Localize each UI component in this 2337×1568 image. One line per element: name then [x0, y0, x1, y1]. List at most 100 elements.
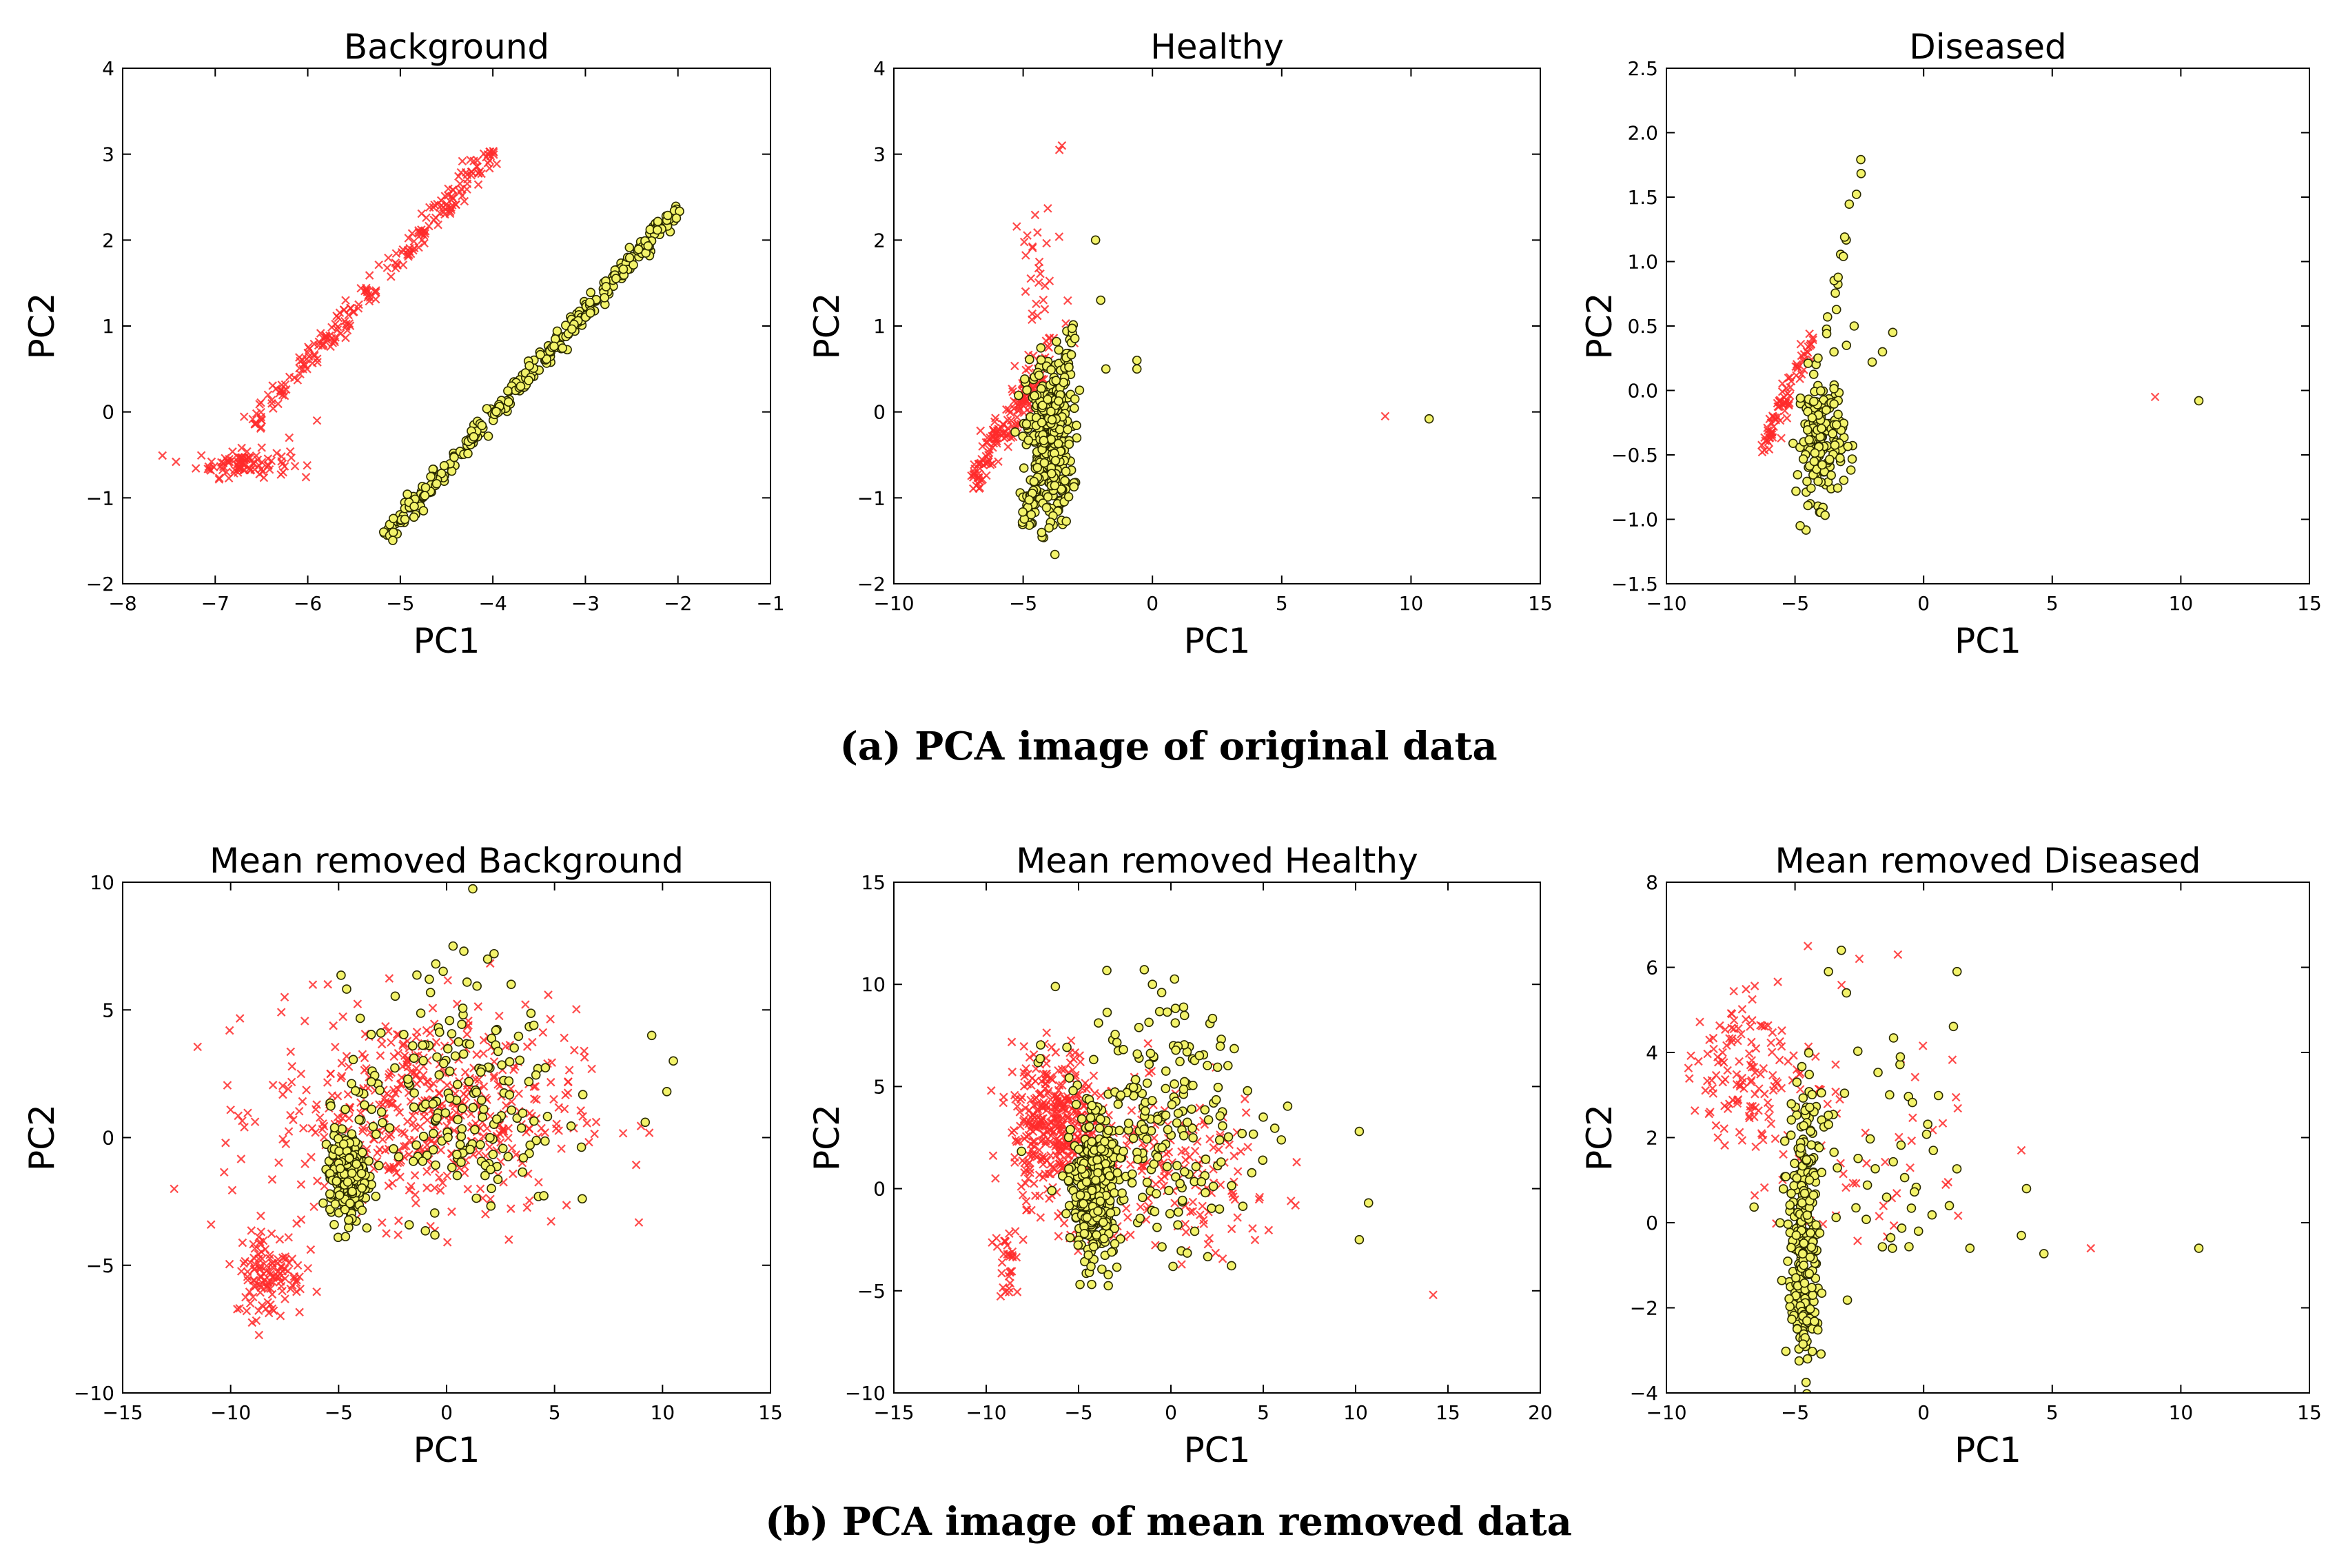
point-circle-marker [1073, 1240, 1083, 1250]
point-x-marker [1019, 1117, 1028, 1126]
y-tick-label: −10 [74, 1382, 114, 1405]
point-x-marker [303, 460, 312, 470]
point-circle-marker [1190, 1226, 1200, 1236]
point-x-marker [267, 1175, 277, 1184]
x-tick-label: −2 [664, 592, 692, 615]
point-x-marker [243, 1276, 252, 1285]
point-circle-marker [483, 431, 493, 441]
point-x-marker [411, 1063, 421, 1073]
x-tick-label: −15 [873, 1401, 914, 1424]
point-circle-marker [1896, 1140, 1906, 1150]
point-x-marker [1760, 433, 1769, 442]
point-circle-marker [540, 1063, 551, 1073]
point-circle-marker [1092, 1155, 1102, 1165]
point-x-marker [338, 1012, 347, 1021]
point-circle-marker [1838, 252, 1848, 261]
y-axis-label: PC2 [807, 293, 847, 360]
point-circle-marker [1114, 1126, 1125, 1135]
point-x-marker [191, 464, 201, 473]
point-x-marker [295, 353, 304, 362]
y-tick-label: −10 [845, 1382, 886, 1405]
point-x-marker [1023, 1174, 1033, 1183]
point-circle-marker [418, 1132, 429, 1141]
point-x-marker [308, 358, 317, 368]
point-circle-marker [477, 420, 487, 431]
point-x-marker [1012, 1102, 1022, 1111]
point-circle-marker [1797, 1198, 1807, 1208]
point-circle-marker [1792, 1324, 1802, 1334]
point-x-marker [1777, 434, 1786, 443]
point-circle-marker [1019, 463, 1029, 473]
point-x-marker [1767, 1048, 1777, 1057]
point-x-marker [1036, 269, 1045, 278]
point-circle-marker [1269, 1123, 1280, 1133]
point-x-marker [501, 1041, 510, 1051]
point-x-marker [1030, 210, 1040, 220]
y-tick-label: −2 [1630, 1297, 1658, 1320]
point-x-marker [582, 1119, 591, 1128]
point-x-marker [1170, 1199, 1179, 1208]
point-x-marker [1889, 1221, 1899, 1230]
point-circle-marker [1173, 1220, 1183, 1230]
point-x-marker [286, 1047, 296, 1057]
point-x-marker [1081, 1079, 1090, 1088]
point-x-marker [285, 372, 294, 382]
point-circle-marker [1214, 1204, 1225, 1214]
point-circle-marker [402, 489, 412, 499]
point-x-marker [504, 1235, 513, 1244]
point-x-marker [1021, 251, 1030, 260]
axes-frame [893, 68, 1541, 584]
point-x-marker [287, 1077, 296, 1087]
point-circle-marker [1965, 1243, 1975, 1253]
point-circle-marker [601, 282, 611, 292]
point-circle-marker [1806, 1140, 1817, 1150]
point-x-marker [476, 1184, 485, 1194]
point-circle-marker [1952, 966, 1962, 977]
point-circle-marker [1178, 1002, 1189, 1012]
point-circle-marker [1807, 1283, 1817, 1292]
point-x-marker [1053, 1137, 1063, 1147]
point-circle-marker [458, 1003, 468, 1013]
point-circle-marker [445, 1093, 455, 1103]
point-circle-marker [1215, 1111, 1225, 1121]
point-circle-marker [1810, 448, 1820, 458]
point-circle-marker [409, 1088, 419, 1098]
point-circle-marker [1802, 1316, 1812, 1326]
point-circle-marker [1014, 390, 1023, 400]
point-x-marker [1199, 1219, 1209, 1228]
point-x-marker [534, 1178, 543, 1187]
point-circle-marker [1171, 1045, 1181, 1055]
point-x-marker [1026, 1112, 1035, 1122]
point-x-marker [376, 1051, 385, 1060]
point-circle-marker [1804, 1175, 1815, 1185]
point-circle-marker [1802, 1210, 1812, 1220]
y-tick-label: −2 [86, 573, 114, 595]
point-circle-marker [429, 1208, 440, 1218]
point-circle-marker [1223, 1132, 1234, 1142]
point-x-marker [240, 1123, 249, 1132]
point-circle-marker [447, 1163, 457, 1172]
point-circle-marker [1839, 1088, 1850, 1099]
point-x-marker [479, 1035, 489, 1045]
point-x-marker [1139, 1162, 1149, 1172]
point-circle-marker [1797, 1249, 1808, 1259]
point-x-marker [397, 247, 407, 257]
point-x-marker [1057, 141, 1067, 150]
point-circle-marker [347, 1129, 357, 1139]
point-x-marker [387, 272, 396, 281]
point-circle-marker [1179, 1010, 1190, 1021]
point-circle-marker [1110, 1223, 1120, 1234]
point-circle-marker [476, 1139, 485, 1150]
point-x-marker [331, 333, 340, 342]
point-x-marker [1022, 1205, 1031, 1215]
point-x-marker [382, 263, 392, 272]
point-x-marker [309, 352, 319, 360]
point-x-marker [1757, 440, 1766, 450]
point-circle-marker [463, 449, 473, 458]
point-x-marker [343, 325, 352, 335]
point-x-marker [1059, 1219, 1069, 1228]
point-circle-marker [643, 241, 653, 251]
point-x-marker [986, 460, 995, 469]
point-circle-marker [1817, 1088, 1826, 1098]
point-circle-marker [653, 225, 662, 235]
